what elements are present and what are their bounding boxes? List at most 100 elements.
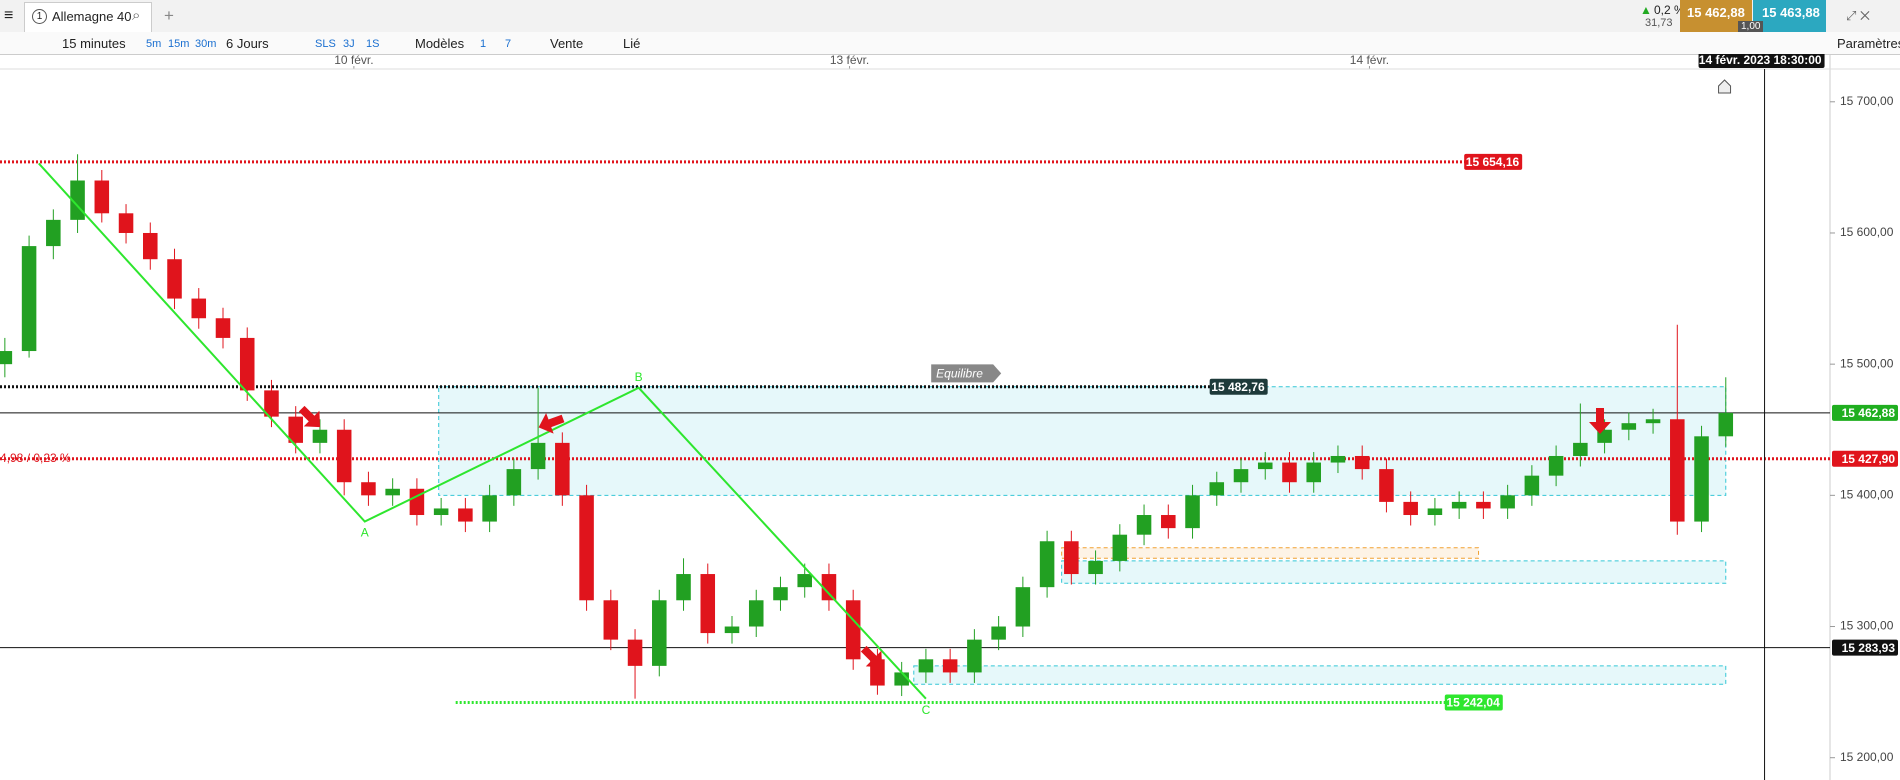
level-label: 15 462,88 — [1842, 406, 1896, 420]
candle-body — [1306, 462, 1321, 483]
candle-body — [1597, 429, 1612, 443]
y-tick-label: 15 500,00 — [1840, 356, 1894, 370]
ask-box[interactable] — [1753, 0, 1826, 32]
ask: 15 463,88 — [1762, 5, 1820, 20]
candle-body — [773, 587, 788, 601]
quick-period[interactable]: 3J — [343, 38, 355, 50]
candle-body — [724, 626, 740, 634]
level-label: 15 427,90 — [1842, 452, 1896, 466]
pattern-label: C — [922, 703, 931, 717]
quick-period[interactable]: 1S — [366, 38, 380, 50]
x-tick-label: 14 févr. — [1350, 54, 1389, 67]
quick-timeframe[interactable]: 15m — [168, 38, 190, 50]
candle-body — [1451, 501, 1467, 509]
candle-body — [1282, 462, 1297, 483]
candle-body — [918, 659, 934, 673]
sell[interactable]: Vente — [550, 36, 584, 51]
y-tick-label: 15 600,00 — [1840, 225, 1894, 239]
level-label: 15 654,16 — [1466, 155, 1520, 169]
candle-body — [676, 574, 691, 601]
candle-body — [821, 574, 837, 601]
red-arrow — [538, 412, 565, 434]
models[interactable]: Modèles — [415, 36, 465, 51]
counter[interactable]: 1 — [480, 38, 487, 50]
candle-body — [94, 180, 110, 214]
candle-body — [579, 495, 594, 601]
level-label: 15 242,04 — [1446, 696, 1500, 710]
candle-body — [336, 429, 352, 483]
candle-body — [1112, 534, 1128, 561]
zone — [1061, 560, 1727, 584]
candle-body — [433, 508, 449, 516]
x-tick-label: 10 févr. — [334, 54, 373, 67]
candle-body — [967, 639, 982, 673]
candle-body — [1645, 419, 1661, 424]
tool-bar: 15 minutes 5m 15m 30m 6 Jours SLS 3J 1S … — [0, 32, 1900, 55]
candle-body — [264, 390, 279, 417]
candle-body — [239, 337, 255, 391]
candle-body — [288, 416, 303, 443]
candle-body — [191, 298, 207, 319]
y-tick-label: 15 700,00 — [1840, 94, 1894, 108]
candle-body — [506, 469, 522, 496]
y-tick-label: 15 200,00 — [1840, 750, 1894, 764]
settings[interactable]: Paramètres — [1837, 36, 1900, 51]
candle-body — [797, 574, 812, 588]
home-icon — [1718, 79, 1732, 94]
candle-body — [1088, 560, 1103, 575]
red-arrow — [1589, 408, 1611, 434]
candle-body — [482, 495, 497, 522]
candle-body — [1427, 508, 1443, 516]
candle-body — [385, 488, 400, 496]
red-arrow — [860, 645, 883, 668]
search-icon[interactable]: ⌕ — [132, 7, 141, 24]
candle-body — [458, 508, 473, 522]
period[interactable]: 6 Jours — [226, 36, 269, 51]
candle-body — [1136, 515, 1152, 535]
candle-body — [1476, 501, 1491, 509]
level-label-bg — [1832, 450, 1898, 467]
quick-period[interactable]: SLS — [315, 38, 336, 50]
quick-timeframe[interactable]: 30m — [195, 38, 217, 50]
candle-body — [627, 639, 643, 666]
counter[interactable]: 7 — [505, 38, 512, 50]
top-bar: ≡ 1 Allemagne 40 ⌕ + ▲ 0,2 % 31,73 15 46… — [0, 0, 1900, 33]
candle-body — [1330, 455, 1346, 463]
linked[interactable]: Lié — [623, 36, 641, 51]
crosshair-label: 14 févr. 2023 18:30:00 — [1699, 54, 1822, 67]
red-arrow — [298, 405, 321, 428]
candle-body — [845, 600, 861, 660]
crosshair-label-bg — [1698, 54, 1825, 68]
timeframe[interactable]: 15 minutes — [62, 36, 126, 51]
candle-body — [1403, 501, 1418, 516]
pattern-label: A — [361, 526, 369, 540]
candle-body — [991, 626, 1006, 640]
change: 0,2 % — [1654, 3, 1685, 17]
menu-icon[interactable]: ≡ — [4, 7, 14, 24]
candle-body — [1621, 423, 1637, 430]
candle-body — [118, 213, 134, 233]
level-label: 15 482,76 — [1211, 380, 1265, 394]
candle-body — [1379, 469, 1394, 502]
candle-body — [215, 318, 231, 338]
instrument-number: 1 — [32, 9, 47, 24]
candle-body — [361, 482, 376, 496]
y-tick-label: 15 300,00 — [1840, 619, 1894, 633]
quick-timeframe[interactable]: 5m — [146, 38, 162, 50]
candle-body — [1185, 495, 1200, 529]
candle-body — [1064, 541, 1079, 575]
candle-body — [167, 259, 182, 299]
candle-body — [1233, 469, 1249, 483]
y-tick-label: 15 400,00 — [1840, 488, 1894, 502]
change-arrow: ▲ — [1640, 3, 1652, 17]
candle-body — [1500, 495, 1515, 509]
candle-body — [1257, 462, 1273, 470]
level-label-bg — [1464, 153, 1523, 170]
tag-label: Equilibre — [936, 367, 983, 381]
pattern-line — [38, 162, 927, 700]
candle-body — [1718, 412, 1734, 437]
window-icons[interactable]: ⤢ ✕ — [1846, 8, 1870, 23]
candle-body — [1548, 455, 1564, 476]
add-tab[interactable]: + — [164, 6, 174, 25]
